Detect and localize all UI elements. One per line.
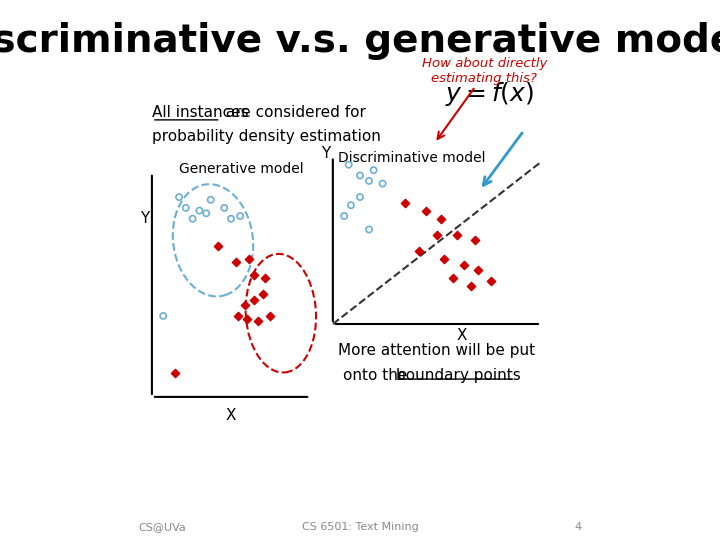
Text: 4: 4	[575, 522, 582, 532]
Point	[248, 295, 259, 304]
Text: boundary points: boundary points	[396, 368, 521, 383]
Point	[451, 231, 463, 239]
Point	[364, 225, 375, 234]
Text: X: X	[226, 408, 236, 423]
Point	[377, 179, 388, 188]
Point	[180, 204, 192, 212]
Text: CS 6501: Text Mining: CS 6501: Text Mining	[302, 522, 418, 532]
Point	[158, 312, 169, 320]
Text: Generative model: Generative model	[179, 162, 304, 176]
Point	[264, 312, 275, 320]
Point	[400, 198, 411, 207]
Point	[436, 214, 447, 223]
Point	[174, 193, 185, 201]
Point	[368, 166, 379, 174]
Text: All instances: All instances	[152, 105, 248, 120]
Text: X: X	[456, 328, 467, 343]
Point	[168, 368, 180, 377]
Point	[248, 271, 259, 280]
Point	[239, 301, 251, 309]
Point	[232, 312, 243, 320]
Point	[257, 290, 269, 299]
Point	[194, 206, 205, 215]
Text: Discriminative model: Discriminative model	[338, 151, 486, 165]
Point	[187, 214, 199, 223]
Text: More attention will be put: More attention will be put	[338, 343, 536, 358]
Point	[241, 314, 253, 323]
Text: Y: Y	[140, 211, 150, 226]
Point	[354, 193, 366, 201]
Point	[469, 236, 481, 245]
Point	[205, 195, 217, 204]
Text: are considered for: are considered for	[220, 105, 366, 120]
Point	[485, 276, 497, 285]
Point	[459, 260, 470, 269]
Text: $y = f(x)$: $y = f(x)$	[445, 80, 534, 109]
Point	[364, 177, 375, 185]
Point	[338, 212, 350, 220]
Point	[345, 201, 356, 210]
Point	[420, 206, 431, 215]
Text: How about directly
estimating this?: How about directly estimating this?	[422, 57, 547, 85]
Point	[431, 231, 443, 239]
Point	[225, 214, 237, 223]
Text: probability density estimation: probability density estimation	[152, 129, 381, 144]
Text: CS@UVa: CS@UVa	[138, 522, 186, 532]
Text: Discriminative v.s. generative models: Discriminative v.s. generative models	[0, 22, 720, 59]
Point	[354, 171, 366, 180]
Point	[212, 241, 223, 250]
Point	[413, 247, 425, 255]
Text: onto the: onto the	[343, 368, 413, 383]
Point	[465, 282, 477, 291]
Point	[230, 258, 241, 266]
Point	[243, 255, 255, 264]
Point	[235, 212, 246, 220]
Point	[472, 266, 483, 274]
Point	[259, 274, 271, 282]
Point	[438, 255, 449, 264]
Text: Y: Y	[321, 146, 330, 161]
Point	[343, 160, 354, 169]
Point	[219, 204, 230, 212]
Point	[253, 317, 264, 326]
Point	[447, 274, 459, 282]
Point	[200, 209, 212, 218]
